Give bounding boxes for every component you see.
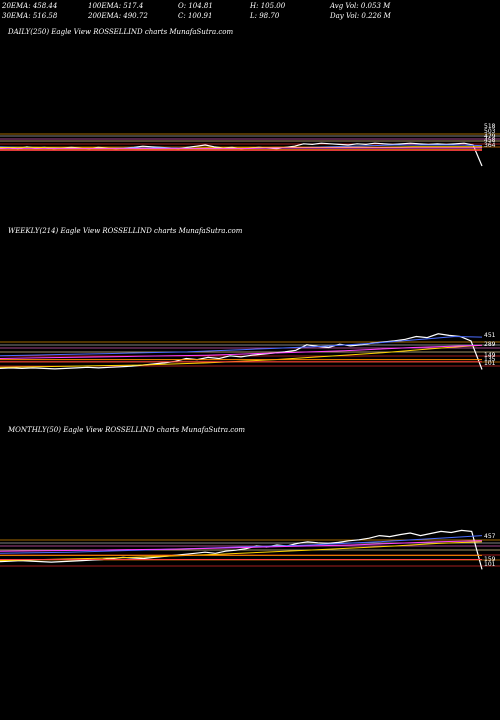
- monthly-tick-label: 457: [484, 533, 496, 540]
- weekly-tick-label: 451: [484, 332, 496, 339]
- weekly-tick-label: 289: [484, 341, 496, 348]
- monthly-tick-label: 101: [484, 561, 496, 568]
- monthly-series-line: [0, 542, 482, 561]
- daily-tick-label: 364: [484, 142, 496, 149]
- weekly-tick-label: 101: [484, 360, 496, 367]
- weekly-series-line: [0, 337, 482, 356]
